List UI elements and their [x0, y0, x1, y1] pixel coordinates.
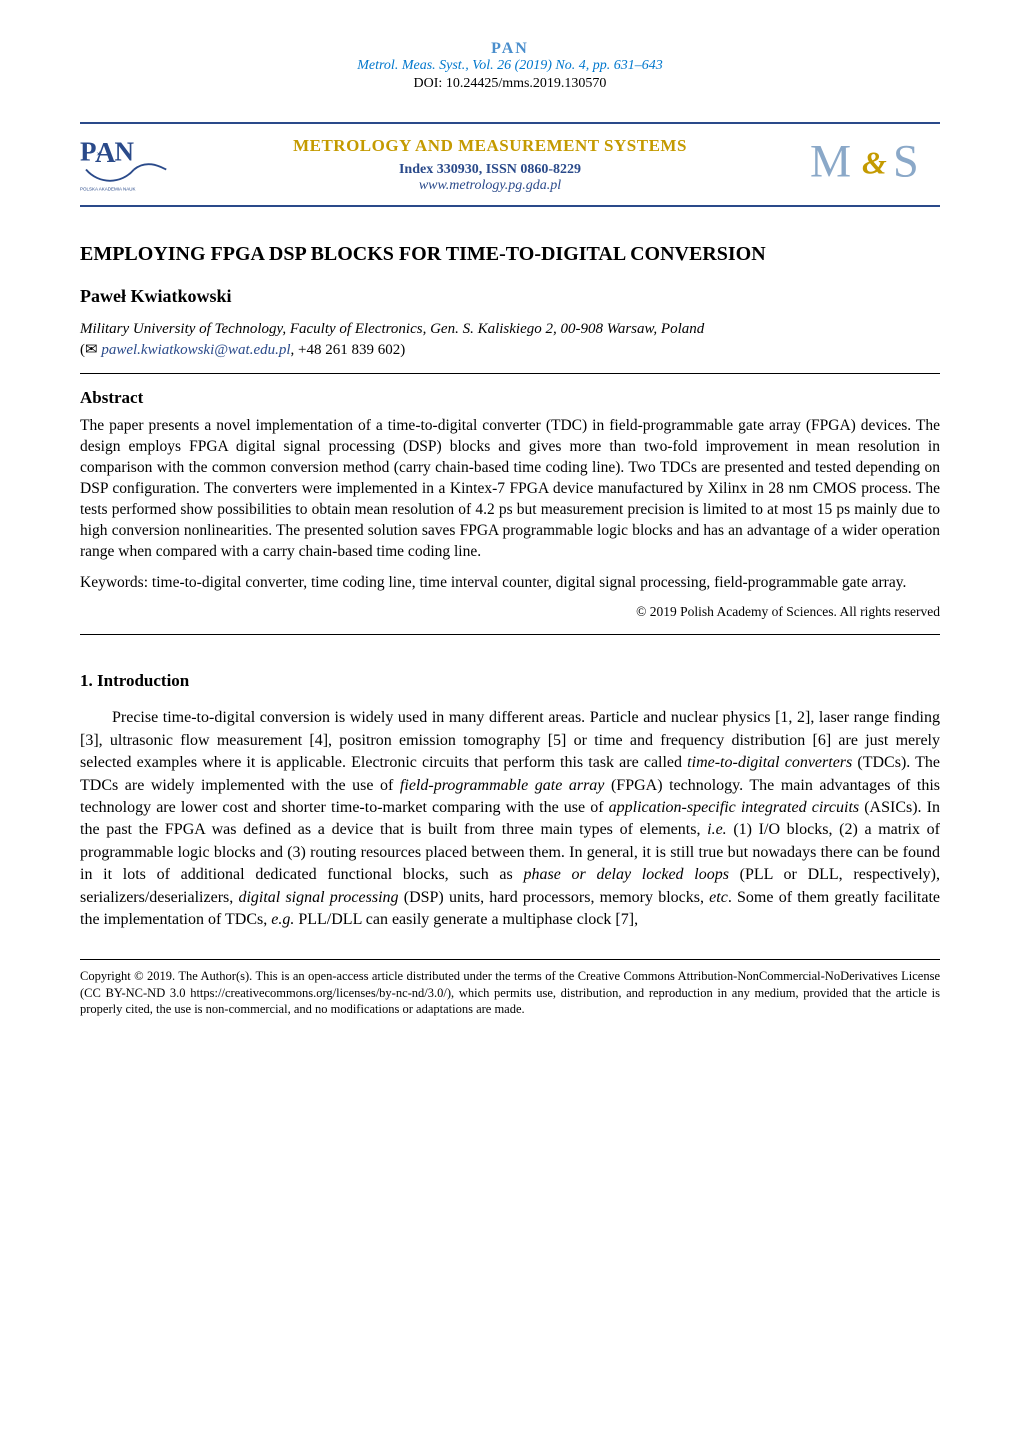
journal-header: P N A ✶ POLSKA AKADEMIA NAUK METROLOGY A…: [80, 122, 940, 207]
svg-text:S: S: [893, 135, 919, 186]
ms-logo-container: M S &: [800, 132, 940, 197]
contact-phone: , +48 261 839 602): [291, 342, 406, 358]
top-bar: PAN Metrol. Meas. Syst., Vol. 26 (2019) …: [80, 40, 940, 92]
abstract-copyright: © 2019 Polish Academy of Sciences. All r…: [80, 604, 940, 620]
keywords-text: time-to-digital converter, time coding l…: [148, 574, 906, 591]
section-1-heading: 1. Introduction: [80, 671, 940, 691]
journal-title: METROLOGY AND MEASUREMENT SYSTEMS: [180, 136, 800, 156]
svg-text:N: N: [115, 137, 135, 167]
svg-text:&: &: [862, 146, 887, 181]
abstract-heading: Abstract: [80, 388, 940, 408]
keywords-line: Keywords: time-to-digital converter, tim…: [80, 574, 940, 592]
svg-text:P: P: [80, 137, 97, 167]
abstract-content: The paper presents a novel implementatio…: [80, 417, 940, 560]
divider-bottom: [80, 634, 940, 635]
svg-text:POLSKA AKADEMIA NAUK: POLSKA AKADEMIA NAUK: [80, 187, 136, 192]
author-email-link[interactable]: pawel.kwiatkowski@wat.edu.pl: [101, 342, 290, 358]
keywords-label: Keywords:: [80, 574, 148, 591]
author-name: Paweł Kwiatkowski: [80, 286, 940, 307]
pan-logo-icon: P N A ✶ POLSKA AKADEMIA NAUK: [80, 132, 170, 192]
ms-logo-icon: M S &: [810, 132, 940, 192]
header-center: METROLOGY AND MEASUREMENT SYSTEMS Index …: [180, 136, 800, 194]
contact-line: (✉ pawel.kwiatkowski@wat.edu.pl, +48 261…: [80, 340, 940, 359]
svg-text:✶: ✶: [96, 150, 103, 159]
footer-divider: [80, 959, 940, 960]
divider-top: [80, 373, 940, 374]
abstract-text: The paper presents a novel implementatio…: [80, 416, 940, 562]
page-root: PAN Metrol. Meas. Syst., Vol. 26 (2019) …: [0, 0, 1020, 1077]
journal-citation: Metrol. Meas. Syst., Vol. 26 (2019) No. …: [80, 58, 940, 74]
svg-text:M: M: [810, 135, 851, 186]
intro-paragraph: Precise time-to-digital conversion is wi…: [80, 707, 940, 931]
journal-url-link[interactable]: www.metrology.pg.gda.pl: [419, 178, 561, 193]
contact-prefix: (✉: [80, 342, 101, 358]
doi-line: DOI: 10.24425/mms.2019.130570: [80, 76, 940, 92]
index-issn: Index 330930, ISSN 0860-8229: [180, 162, 800, 178]
pan-logo-container: P N A ✶ POLSKA AKADEMIA NAUK: [80, 132, 180, 197]
license-footnote: Copyright © 2019. The Author(s). This is…: [80, 968, 940, 1017]
article-title: EMPLOYING FPGA DSP BLOCKS FOR TIME-TO-DI…: [80, 243, 940, 266]
pan-wordmark: PAN: [80, 40, 940, 58]
affiliation: Military University of Technology, Facul…: [80, 321, 940, 338]
